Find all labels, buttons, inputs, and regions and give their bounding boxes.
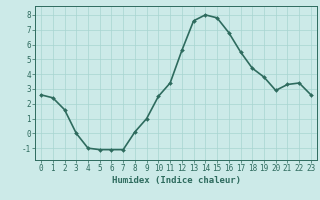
X-axis label: Humidex (Indice chaleur): Humidex (Indice chaleur) bbox=[111, 176, 241, 185]
